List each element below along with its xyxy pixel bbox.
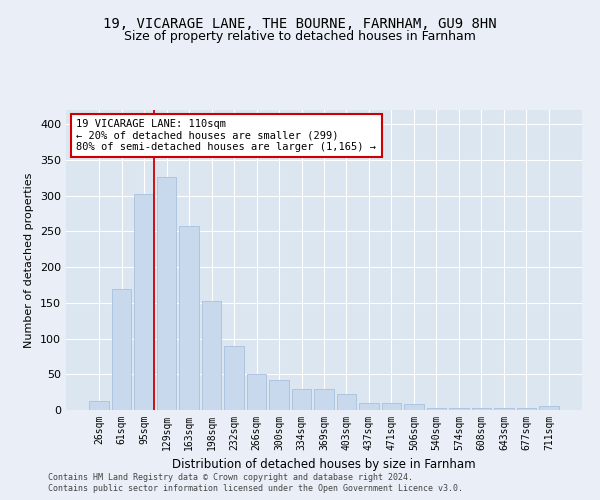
Bar [337, 394, 356, 410]
Text: Size of property relative to detached houses in Farnham: Size of property relative to detached ho… [124, 30, 476, 43]
Bar [112, 288, 131, 410]
Bar [269, 380, 289, 410]
Bar [382, 403, 401, 410]
Bar [517, 408, 536, 410]
Bar [404, 404, 424, 410]
Bar [292, 388, 311, 410]
Y-axis label: Number of detached properties: Number of detached properties [25, 172, 34, 348]
Bar [472, 408, 491, 410]
Bar [202, 302, 221, 410]
Bar [89, 402, 109, 410]
Bar [179, 226, 199, 410]
Bar [427, 408, 446, 410]
Bar [539, 406, 559, 410]
Text: 19, VICARAGE LANE, THE BOURNE, FARNHAM, GU9 8HN: 19, VICARAGE LANE, THE BOURNE, FARNHAM, … [103, 18, 497, 32]
X-axis label: Distribution of detached houses by size in Farnham: Distribution of detached houses by size … [172, 458, 476, 471]
Text: Contains public sector information licensed under the Open Government Licence v3: Contains public sector information licen… [48, 484, 463, 493]
Bar [494, 408, 514, 410]
Text: 19 VICARAGE LANE: 110sqm
← 20% of detached houses are smaller (299)
80% of semi-: 19 VICARAGE LANE: 110sqm ← 20% of detach… [76, 119, 376, 152]
Bar [449, 408, 469, 410]
Bar [134, 194, 154, 410]
Text: Contains HM Land Registry data © Crown copyright and database right 2024.: Contains HM Land Registry data © Crown c… [48, 472, 413, 482]
Bar [247, 374, 266, 410]
Bar [359, 403, 379, 410]
Bar [157, 177, 176, 410]
Bar [224, 346, 244, 410]
Bar [314, 388, 334, 410]
